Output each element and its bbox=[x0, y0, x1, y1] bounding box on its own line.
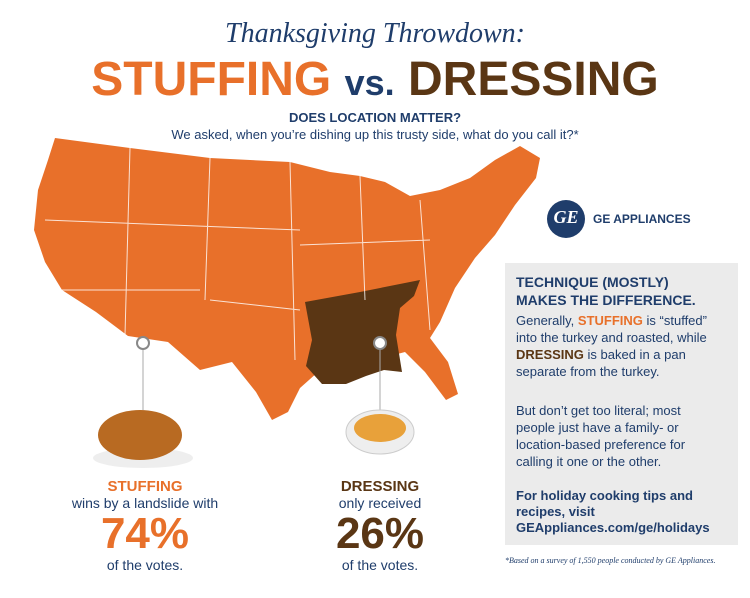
pin bbox=[373, 336, 387, 350]
dressing-dish bbox=[354, 414, 406, 442]
heading-line: TECHNIQUE (MOSTLY) bbox=[516, 274, 669, 290]
headline: STUFFING vs. DRESSING bbox=[0, 52, 750, 107]
versus: vs. bbox=[344, 62, 395, 103]
stat-share: 26% bbox=[335, 509, 425, 558]
text: is baked in a pan separate from the turk… bbox=[516, 347, 686, 379]
footnote: *Based on a survey of 1,550 people condu… bbox=[505, 556, 716, 565]
cta-link[interactable]: GEAppliances.com/ge/holidays bbox=[516, 520, 710, 535]
emphasis: DRESSING bbox=[516, 347, 584, 362]
dressing-stat: DRESSING only received 26% of the votes. bbox=[300, 478, 460, 573]
stat-tail: of the votes. bbox=[106, 557, 184, 573]
subtitle: We asked, when you’re dishing up this tr… bbox=[171, 127, 579, 142]
panel-heading: TECHNIQUE (MOSTLY) MAKES THE DIFFERENCE. bbox=[516, 273, 731, 309]
pin bbox=[136, 336, 150, 350]
paragraph: But don’t get too literal; most people j… bbox=[516, 403, 686, 469]
stat-name: STUFFING bbox=[107, 478, 183, 495]
turkey bbox=[98, 410, 182, 460]
dressing-states bbox=[305, 280, 420, 384]
cta: For holiday cooking tips and recipes, vi… bbox=[516, 488, 731, 536]
brand-name: GE APPLIANCES bbox=[593, 212, 691, 226]
emphasis: STUFFING bbox=[577, 313, 643, 328]
stuffing-stat: STUFFING wins by a landslide with 74% of… bbox=[40, 478, 250, 573]
heading-line: MAKES THE DIFFERENCE. bbox=[516, 292, 696, 308]
ge-logo bbox=[547, 200, 585, 238]
headline-right: DRESSING bbox=[408, 53, 659, 106]
text: Generally, bbox=[516, 313, 578, 328]
stat-tail: of the votes. bbox=[341, 557, 419, 573]
logo-text: GE bbox=[553, 207, 579, 227]
text: is “stuffed” into the turkey and roasted… bbox=[516, 313, 707, 345]
stat-share: 74% bbox=[100, 509, 190, 558]
panel-bg bbox=[505, 263, 738, 545]
paragraph: Generally, STUFFING is “stuffed” into th… bbox=[516, 312, 716, 380]
stat-line: wins by a landslide with bbox=[71, 495, 219, 511]
stat-line: only received bbox=[338, 495, 422, 511]
us-map bbox=[34, 138, 540, 420]
question: DOES LOCATION MATTER? bbox=[288, 110, 462, 125]
state-borders bbox=[44, 147, 431, 361]
kicker: Thanksgiving Throwdown: bbox=[225, 18, 525, 49]
stat-name: DRESSING bbox=[340, 478, 420, 495]
headline-left: STUFFING bbox=[91, 53, 332, 106]
cta-text: For holiday cooking tips and recipes, vi… bbox=[516, 488, 693, 519]
